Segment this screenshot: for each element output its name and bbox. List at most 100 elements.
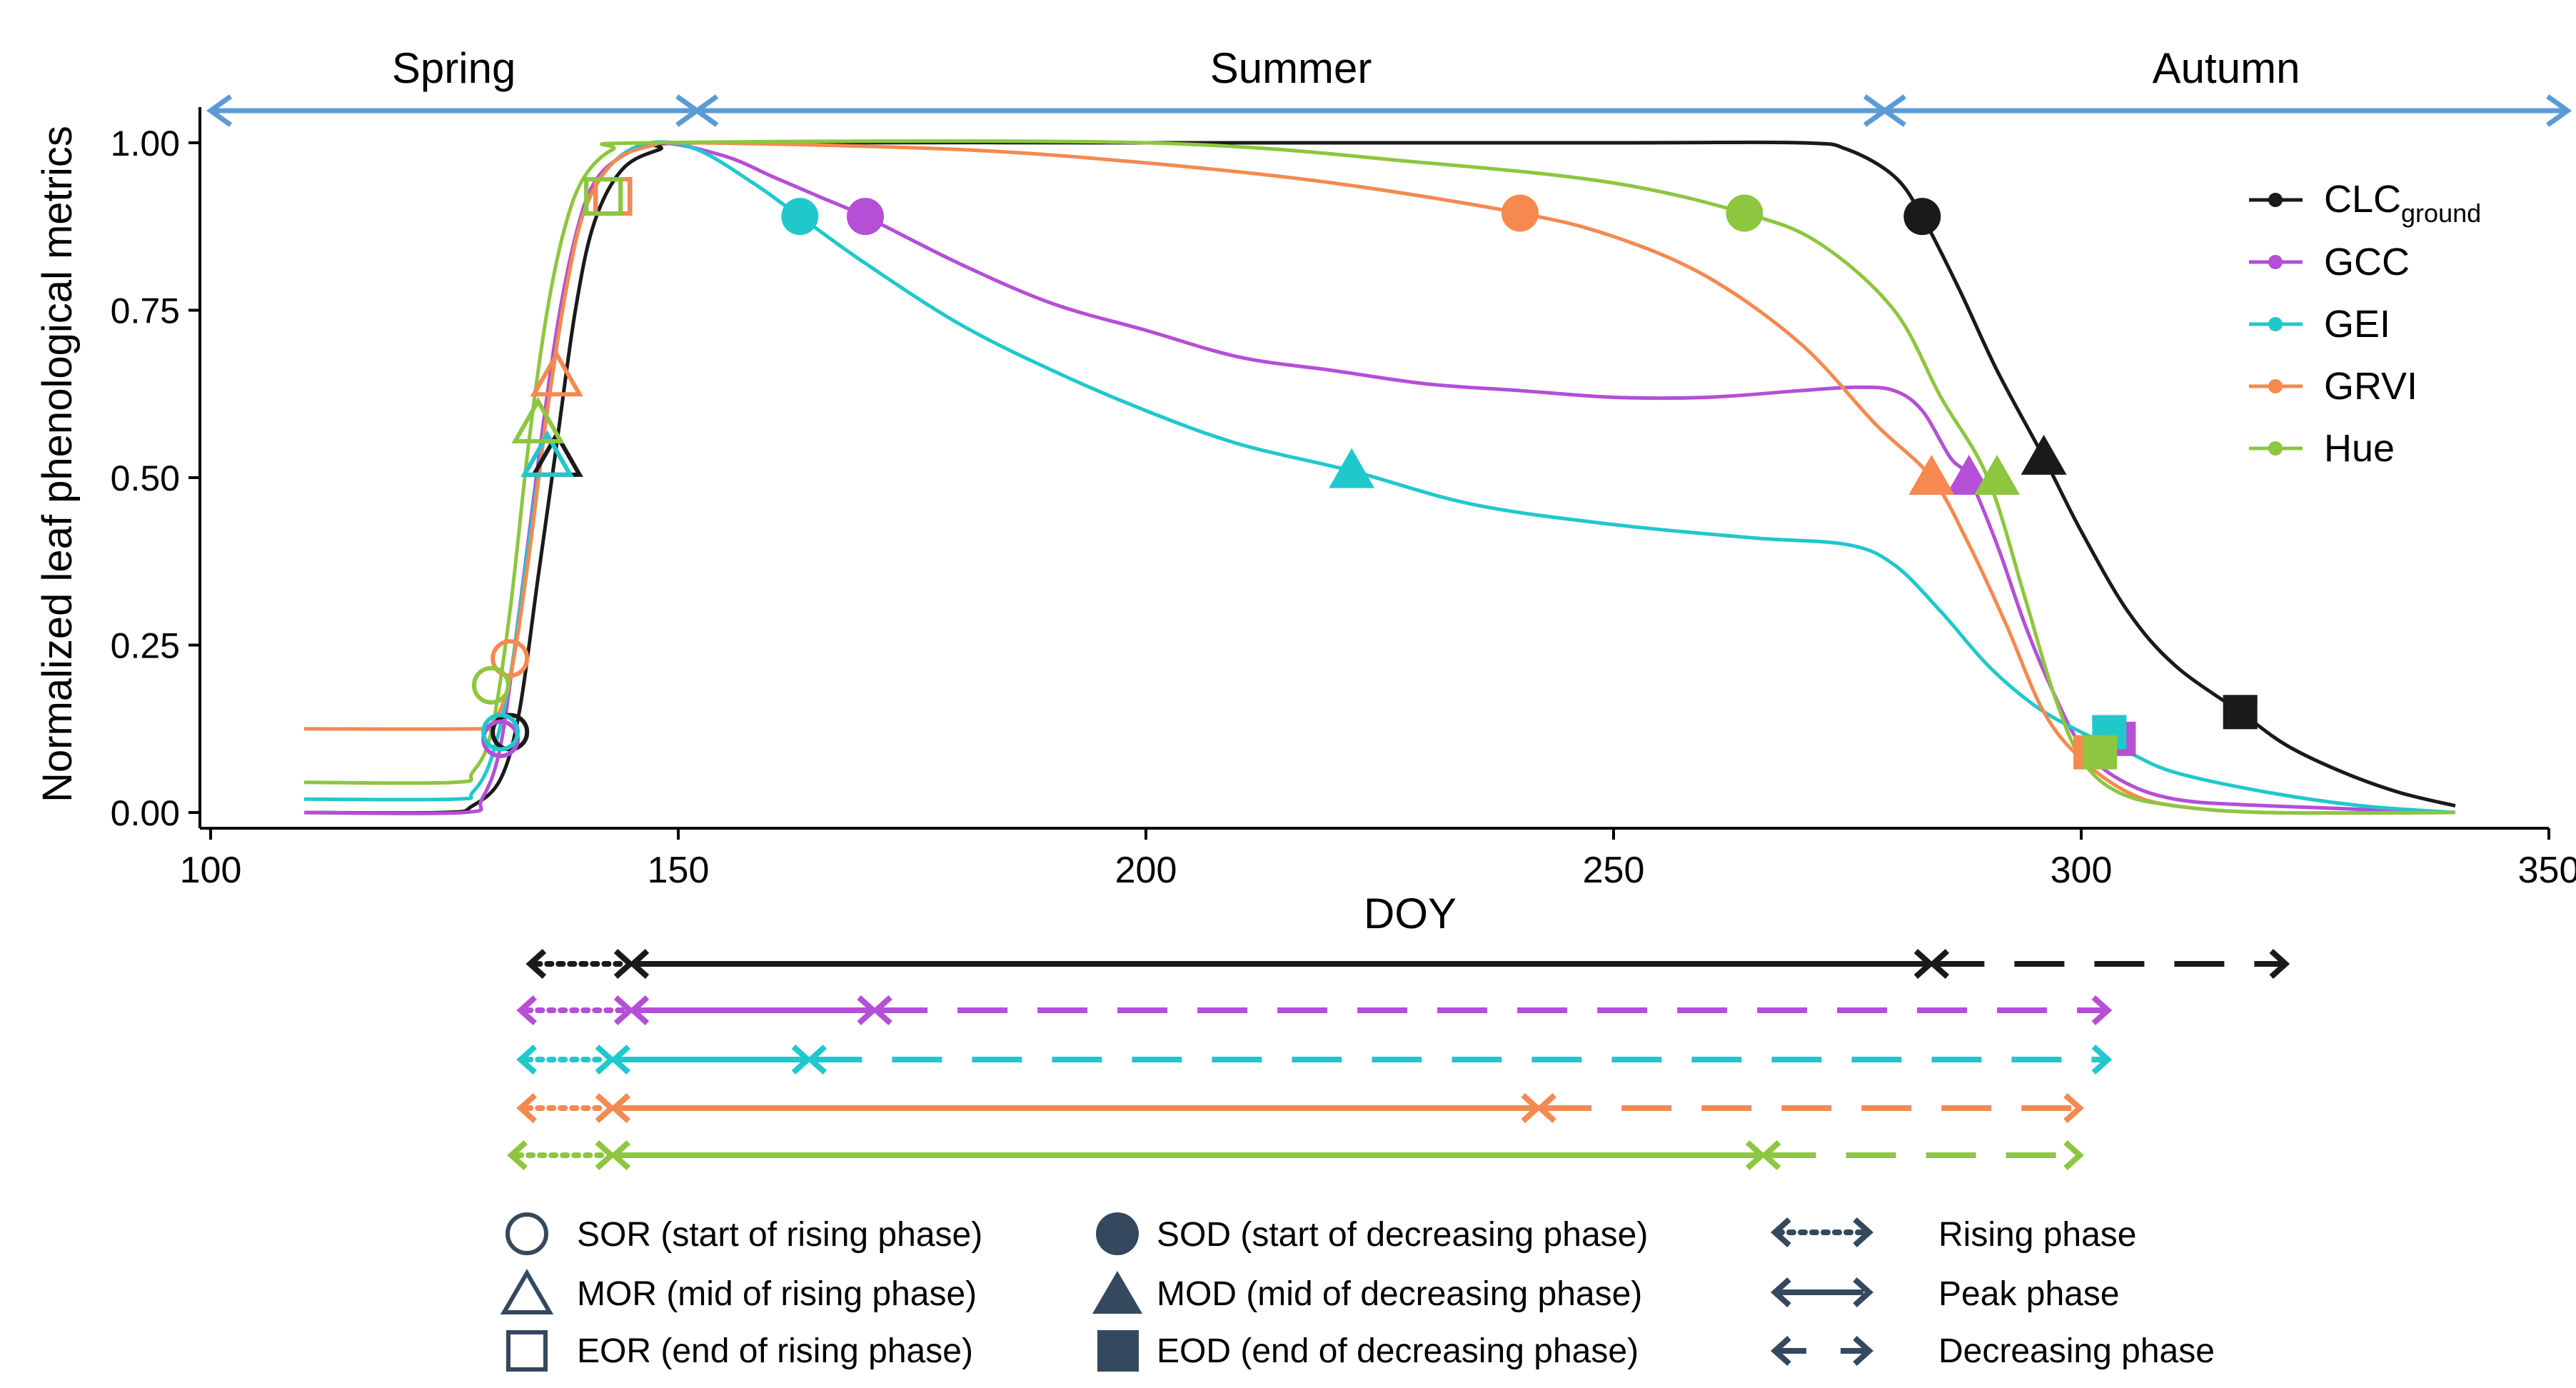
key-eor: EOR (end of rising phase): [506, 1330, 973, 1372]
phase-rising-grvi-head-left: [516, 1093, 537, 1123]
marker-mor-grvi: [530, 350, 583, 397]
phase-peak-hue: [610, 1140, 1766, 1170]
x-tick-label: 150: [648, 850, 710, 891]
legend-label-gcc: GCC: [2324, 241, 2410, 283]
phenology-markers: [472, 177, 2258, 770]
key-decreasing: Decreasing phase: [1771, 1332, 2215, 1370]
legend-dot-hue: [2268, 441, 2283, 456]
phase-decreasing-clc-head-left: [1928, 949, 1950, 979]
phase-decreasing-clc: [1928, 949, 2290, 979]
key-rising-label: Rising phase: [1938, 1216, 2137, 1254]
season-arrow-left: [1880, 94, 1906, 127]
marker-sor-grvi: [490, 639, 530, 678]
x-tick-label: 250: [1583, 850, 1645, 891]
x-axis-label: DOY: [1364, 890, 1456, 937]
phase-rising-grvi: [516, 1093, 616, 1123]
key-mor-icon: [500, 1269, 554, 1314]
marker-sor-hue: [472, 665, 510, 705]
marker-sod-gei: [781, 198, 819, 236]
phase-decreasing-gei: [806, 1045, 2113, 1075]
phase-decreasing-gcc-head-right: [2091, 995, 2113, 1025]
key: SOR (start of rising phase) MOR (mid of …: [500, 1212, 2215, 1372]
y-tick-label: 0.00: [111, 793, 180, 833]
x-tick-label: 300: [2051, 850, 2113, 891]
phase-peak-hue-head-left: [610, 1140, 630, 1170]
key-peak-head-right: [1853, 1277, 1873, 1307]
marker-eod-clc: [2223, 695, 2258, 730]
legend-label-hue: Hue: [2324, 427, 2395, 470]
x-tick-label: 100: [180, 850, 242, 891]
y-tick-label: 0.25: [111, 626, 180, 666]
key-eod-label: EOD (end of decreasing phase): [1157, 1332, 1639, 1370]
phase-rising-gei-head-left: [516, 1045, 537, 1075]
phase-rising-hue: [507, 1140, 616, 1170]
key-sod: SOD (start of decreasing phase): [1096, 1212, 1648, 1255]
legend-dot-gcc: [2268, 255, 2283, 269]
phase-peak-grvi-head-left: [610, 1093, 630, 1123]
key-mor: MOR (mid of rising phase): [500, 1269, 977, 1314]
key-decreasing-label: Decreasing phase: [1938, 1332, 2215, 1370]
series-lines: [303, 139, 2456, 815]
marker-mor-hue: [511, 396, 565, 443]
y-tick-label: 0.50: [111, 458, 180, 498]
series-line-clc: [303, 140, 2456, 815]
legend-label-grvi: GRVI: [2324, 365, 2417, 408]
key-sor-icon: [505, 1212, 548, 1255]
key-eor-label: EOR (end of rising phase): [577, 1332, 973, 1370]
x-tick-label: 200: [1115, 850, 1177, 891]
phase-rising-gcc-head-left: [516, 995, 537, 1025]
marker-eod-hue: [2083, 735, 2118, 770]
season-arrow-left: [206, 94, 233, 127]
legend-label-gei: GEI: [2324, 303, 2390, 346]
marker-sod-clc: [1903, 198, 1941, 236]
series-line-gei: [303, 140, 2456, 815]
key-eor-icon: [506, 1330, 548, 1372]
marker-mod-gei: [1329, 448, 1375, 488]
marker-sod-grvi: [1501, 194, 1539, 232]
key-mod-label: MOD (mid of decreasing phase): [1157, 1275, 1642, 1313]
key-rising-head-left: [1771, 1217, 1791, 1247]
axis-ticks: 100 150 200 250 300 350 0.00 0.25 0.50 0.75 1.00: [111, 124, 2576, 891]
season-label: Spring: [392, 44, 515, 92]
season-arrow-left: [693, 94, 719, 127]
key-sod-label: SOD (start of decreasing phase): [1157, 1216, 1648, 1254]
phase-decreasing-grvi-head-right: [2063, 1093, 2084, 1123]
key-mod: MOD (mid of decreasing phase): [1092, 1271, 1642, 1314]
phase-timeline: [507, 949, 2290, 1170]
marker-mod-grvi: [1908, 455, 1955, 495]
x-tick-label: 350: [2518, 850, 2576, 891]
key-mod-icon: [1092, 1271, 1142, 1314]
legend-label-clc: CLCground: [2324, 178, 2481, 228]
marker-sor-clc: [490, 713, 530, 752]
phase-peak-gei-head-left: [610, 1045, 630, 1075]
marker-sor-gei: [481, 713, 520, 752]
legend-item-gei: GEI: [2249, 303, 2390, 346]
phase-decreasing-hue-head-right: [2063, 1140, 2084, 1170]
legend-dot-clc: [2268, 193, 2283, 207]
marker-sod-hue: [1726, 194, 1764, 232]
key-sor-label: SOR (start of rising phase): [577, 1216, 982, 1254]
key-peak-label: Peak phase: [1938, 1275, 2120, 1313]
season-bar: Spring Summer Autumn: [206, 44, 2572, 127]
season-arrow-right: [2546, 94, 2572, 127]
series-line-grvi: [303, 141, 2456, 815]
phase-decreasing-gcc: [872, 995, 2113, 1025]
phase-peak-grvi: [610, 1093, 1542, 1123]
series-line-hue: [303, 139, 2456, 815]
phase-decreasing-gei-head-right: [2091, 1045, 2113, 1075]
marker-sod-gcc: [847, 198, 884, 236]
legend-item-clc: CLCground: [2249, 178, 2481, 228]
legend-item-gcc: GCC: [2249, 241, 2410, 283]
phase-peak-clc-head-left: [628, 949, 650, 979]
key-peak-head-left: [1771, 1277, 1791, 1307]
phase-rising-gcc: [516, 995, 635, 1025]
legend-dot-grvi: [2268, 379, 2283, 393]
key-peak: Peak phase: [1771, 1275, 2120, 1313]
legend-item-grvi: GRVI: [2249, 365, 2417, 408]
phase-peak-clc: [628, 949, 1935, 979]
phase-peak-gcc: [628, 995, 878, 1025]
legend: CLCground GCC GEI GRVI Hue: [2249, 178, 2481, 470]
phase-decreasing-hue: [1760, 1140, 2084, 1170]
marker-mod-clc: [2021, 434, 2067, 475]
phase-rising-clc-head-left: [525, 949, 547, 979]
